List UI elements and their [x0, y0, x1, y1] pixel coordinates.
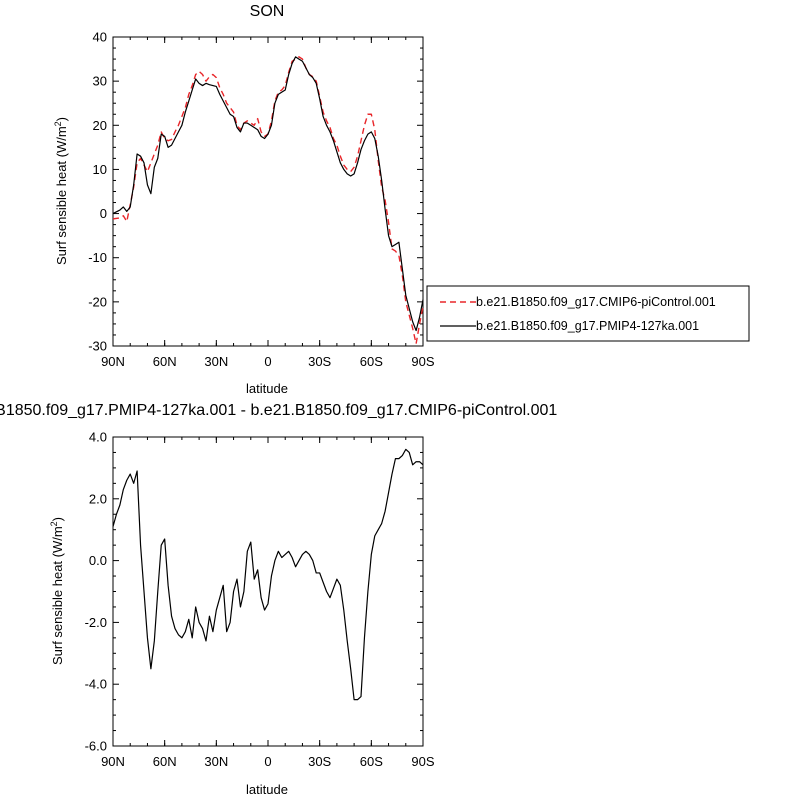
bottom-x-tick-label: 60N — [153, 754, 177, 769]
top-y-tick-label: 40 — [93, 30, 107, 45]
top-y-tick-label: -30 — [88, 339, 107, 354]
top-plot-frame — [112, 36, 424, 347]
legend-label-picontrol: b.e21.B1850.f09_g17.CMIP6-piControl.001 — [476, 295, 716, 309]
top-series-line-0 — [112, 56, 424, 345]
top-y-tick-label: 10 — [93, 162, 107, 177]
top-x-tick-label: 60N — [153, 354, 177, 369]
top-x-tick-label: 0 — [264, 354, 271, 369]
bottom-axis-ticks: 90N 60N 30N 0 30S 60S 90S 4.0 2.0 0.0 -2.0 -4.0 -6.0 — [85, 430, 435, 770]
top-series-line-1 — [112, 56, 424, 332]
bottom-y-tick-label: -6.0 — [85, 739, 107, 754]
top-x-tick-label: 90N — [101, 354, 125, 369]
bottom-plot-frame — [112, 436, 424, 747]
bottom-x-tick-label: 90S — [411, 754, 434, 769]
bottom-y-axis-title: Surf sensible heat (W/m2) — [49, 517, 65, 665]
top-y-tick-label: -20 — [88, 294, 107, 309]
top-series-lines — [112, 56, 424, 345]
top-x-tick-label: 90S — [411, 354, 434, 369]
bottom-y-tick-label: 2.0 — [89, 491, 107, 506]
top-y-tick-label: 30 — [93, 74, 107, 89]
bottom-series-line-0 — [112, 448, 424, 701]
legend-box — [426, 285, 750, 342]
bottom-x-tick-label: 0 — [264, 754, 271, 769]
top-x-tick-label: 30N — [204, 354, 228, 369]
bottom-x-tick-label: 60S — [360, 754, 383, 769]
bottom-panel: b.e21.B1850.f09_g17.PMIP4-127ka.001 - b.… — [0, 402, 557, 797]
top-panel-title: SON — [250, 3, 285, 20]
top-y-tick-label: 20 — [93, 118, 107, 133]
bottom-y-tick-label: -2.0 — [85, 615, 107, 630]
bottom-panel-title: b.e21.B1850.f09_g17.PMIP4-127ka.001 - b.… — [0, 402, 557, 419]
bottom-y-tick-label: -4.0 — [85, 677, 107, 692]
bottom-series-lines — [112, 448, 424, 701]
bottom-y-tick-label: 0.0 — [89, 553, 107, 568]
top-y-tick-label: -10 — [88, 250, 107, 265]
bottom-x-tick-label: 30S — [308, 754, 331, 769]
top-y-tick-label: 0 — [100, 206, 107, 221]
bottom-y-tick-label: 4.0 — [89, 430, 107, 445]
bottom-x-tick-label: 90N — [101, 754, 125, 769]
top-x-tick-label: 60S — [360, 354, 383, 369]
top-axis-ticks: 90N 60N 30N 0 30S 60S 90S 40 30 20 10 0 -10 -20 -30 — [88, 30, 435, 370]
top-y-axis-title: Surf sensible heat (W/m2) — [53, 117, 69, 265]
legend-label-127ka: b.e21.B1850.f09_g17.PMIP4-127ka.001 — [476, 319, 699, 333]
bottom-x-tick-label: 30N — [204, 754, 228, 769]
top-x-axis-title: latitude — [246, 381, 288, 396]
top-x-tick-label: 30S — [308, 354, 331, 369]
top-panel: SON 90N 60N 30N 0 30S 60S 90S 40 30 20 10 0 -10 -20 -3… — [53, 3, 435, 396]
legend: b.e21.B1850.f09_g17.CMIP6-piControl.001 … — [426, 285, 750, 342]
bottom-x-axis-title: latitude — [246, 782, 288, 797]
